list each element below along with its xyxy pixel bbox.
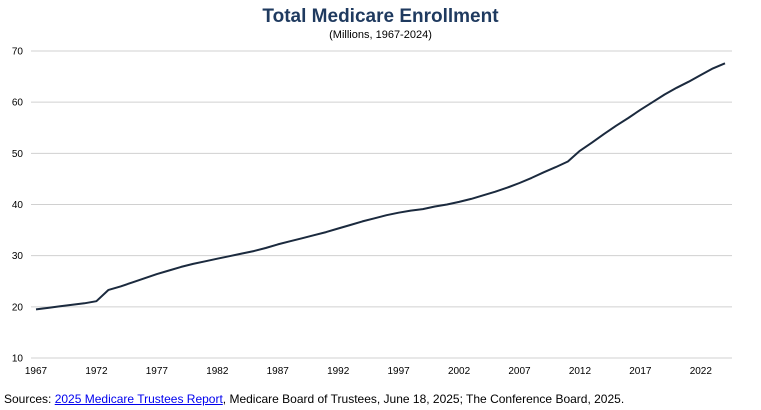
x-tick-label: 2022: [690, 366, 713, 377]
chart-subtitle: (Millions, 1967-2024): [329, 29, 432, 41]
gridlines: [31, 50, 732, 359]
x-tick-label: 1997: [388, 366, 411, 377]
chart-title: Total Medicare Enrollment: [262, 6, 499, 27]
x-tick-label: 1977: [146, 366, 169, 377]
source-suffix: , Medicare Board of Trustees, June 18, 2…: [222, 392, 625, 406]
x-tick-label: 1987: [267, 366, 290, 377]
y-axis-ticks: 10 20 30 40 50 60 70: [12, 47, 24, 365]
x-tick-label: 1982: [206, 366, 229, 377]
x-tick-label: 2017: [629, 366, 652, 377]
y-tick-label: 40: [12, 200, 24, 211]
y-tick-label: 70: [12, 47, 24, 58]
y-tick-label: 10: [12, 354, 24, 365]
x-tick-label: 2002: [448, 366, 471, 377]
x-tick-label: 1992: [327, 366, 350, 377]
x-tick-label: 1972: [85, 366, 108, 377]
x-tick-label: 1967: [25, 366, 48, 377]
x-tick-label: 2012: [569, 366, 592, 377]
y-tick-label: 20: [12, 302, 24, 313]
trustees-report-link[interactable]: 2025 Medicare Trustees Report: [54, 392, 223, 406]
y-tick-label: 30: [12, 251, 24, 262]
source-prefix: Sources:: [4, 392, 55, 406]
y-tick-label: 50: [12, 149, 24, 160]
y-tick-label: 60: [12, 98, 24, 109]
x-tick-label: 2007: [508, 366, 531, 377]
x-axis-ticks: 1967 1972 1977 1982 1987 1992 1997 2002 2007 2012…: [25, 366, 713, 377]
enrollment-line: [35, 62, 726, 311]
source-note: Sources: 2025 Medicare Trustees Report, …: [4, 392, 624, 406]
